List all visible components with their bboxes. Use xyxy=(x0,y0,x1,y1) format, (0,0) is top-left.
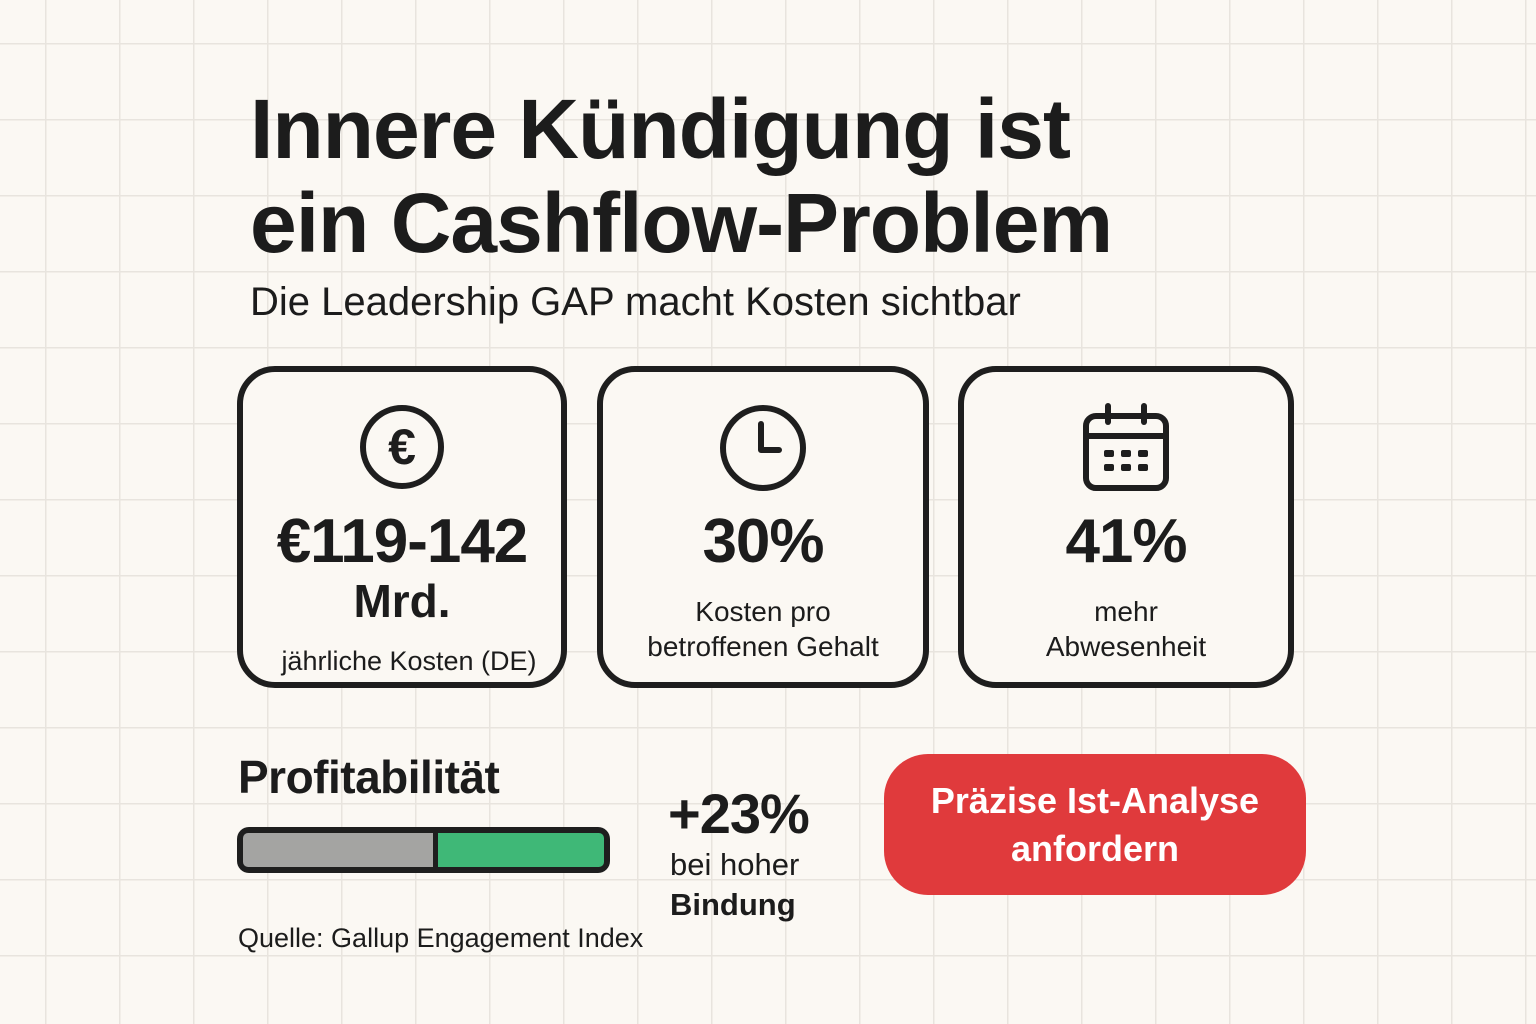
stat-card-salary-cost: 30% Kosten pro betroffenen Gehalt xyxy=(597,366,929,688)
profitability-title: Profitabilität xyxy=(238,751,500,803)
page-subtitle: Die Leadership GAP macht Kosten sichtbar xyxy=(250,280,1021,324)
card-value: 30% xyxy=(702,507,824,576)
profitability-stat-label-1: bei hoher xyxy=(670,847,800,882)
card-label-line-2: Abwesenheit xyxy=(1045,631,1207,662)
cta-label-line-2: anfordern xyxy=(1010,827,1179,869)
profitability-stat-value: +23% xyxy=(668,782,810,845)
source-note: Quelle: Gallup Engagement Index xyxy=(238,923,644,953)
card-value: €119-142 xyxy=(276,507,529,576)
calendar-icon xyxy=(1080,402,1172,499)
card-label-line-1: mehr xyxy=(1094,596,1158,627)
card-label-line-2: betroffenen Gehalt xyxy=(647,631,879,662)
card-value: 41% xyxy=(1065,507,1187,576)
card-label: jährliche Kosten (DE) xyxy=(281,646,537,676)
card-label: Kosten pro betroffenen Gehalt xyxy=(603,594,923,664)
page-title: Innere Kündigung ist ein Cashflow-Proble… xyxy=(250,82,1350,270)
card-label-line-1: Kosten pro xyxy=(695,596,831,627)
profitability-bar-gain xyxy=(437,833,604,867)
stat-card-absence: 41% mehr Abwesenheit xyxy=(958,366,1294,688)
euro-coin-icon: € xyxy=(357,402,447,497)
profitability-bar xyxy=(237,827,610,873)
svg-text:€: € xyxy=(388,419,416,475)
title-line-1: Innere Kündigung ist xyxy=(250,82,1071,176)
profitability-bar-baseline xyxy=(243,833,433,867)
title-line-2: ein Cashflow-Problem xyxy=(250,176,1113,270)
profitability-stat-label-2: Bindung xyxy=(670,887,796,922)
card-label: mehr Abwesenheit xyxy=(964,594,1288,664)
card-value-unit: Mrd. xyxy=(353,575,451,627)
stat-card-annual-cost: € €119-142 Mrd. jährliche Kosten (DE) xyxy=(237,366,567,688)
cta-label-line-1: Präzise Ist-Analyse xyxy=(930,779,1260,821)
clock-icon xyxy=(717,402,809,499)
request-analysis-button[interactable]: Präzise Ist-Analyse anfordern xyxy=(884,754,1306,895)
